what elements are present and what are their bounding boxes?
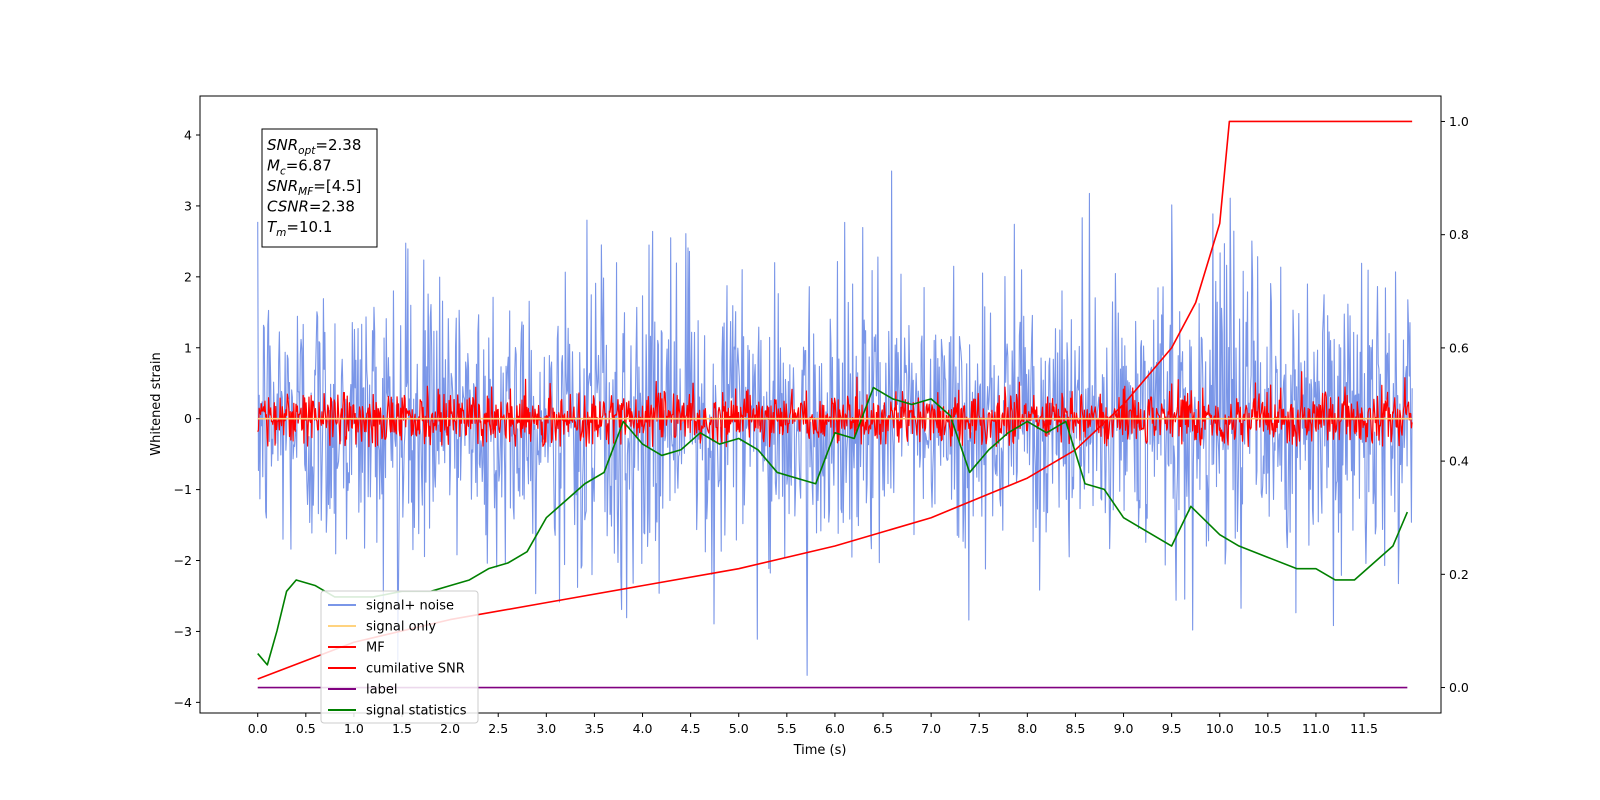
x-tick-label: 9.0 [1114,721,1134,736]
x-tick-label: 10.0 [1206,721,1234,736]
legend-frame [320,590,479,724]
legend-entry: label [366,683,397,698]
y-left-tick-label: 0 [184,411,192,426]
legend-entry: signal only [366,620,436,635]
legend-entry: signal statistics [366,704,467,719]
annotation-line: SNRMF=[4.5] [267,177,361,198]
y-left-tick-label: −4 [174,695,192,710]
y-right-tick-label: 1.0 [1449,114,1469,129]
x-tick-label: 2.5 [488,721,508,736]
legend: signal+ noise signal only MF cumilative SNR… [320,590,479,724]
annotation-line: Tm=10.1 [267,218,332,239]
y-left-tick-label: −1 [174,482,192,497]
y-right-tick-label: 0.2 [1449,567,1469,582]
x-tick-label: 5.5 [777,721,797,736]
x-tick-label: 0.5 [296,721,316,736]
y-left-tick-label: −2 [174,553,192,568]
x-tick-label: 7.5 [969,721,989,736]
x-tick-label: 9.5 [1162,721,1182,736]
annotation-line: CSNR=2.38 [267,198,355,216]
y-left-tick-label: 1 [184,340,192,355]
x-axis-label: Time (s) [793,743,847,758]
x-axis-ticks: 0.0 0.5 1.0 1.5 2.0 2.5 3.0 3.5 4.0 4.5 5.0 5.5 6.0 6… [248,713,1378,736]
x-tick-label: 1.0 [344,721,364,736]
x-tick-label: 3.5 [584,721,604,736]
annotation-frame [261,128,378,248]
x-tick-label: 1.5 [392,721,412,736]
x-tick-label: 11.5 [1350,721,1378,736]
x-tick-label: 8.0 [1017,721,1037,736]
legend-entry: cumilative SNR [366,662,465,677]
annotation-line: Mc=6.87 [267,157,332,178]
series-line-signal-noise [257,170,1413,676]
y-left-tick-label: 4 [184,128,192,143]
x-tick-label: 6.0 [825,721,845,736]
x-tick-label: 8.5 [1065,721,1085,736]
x-tick-label: 0.0 [248,721,268,736]
x-tick-label: 7.0 [921,721,941,736]
y-left-tick-label: −3 [174,624,192,639]
y-right-tick-label: 0.0 [1449,680,1469,695]
x-tick-label: 11.0 [1302,721,1330,736]
x-tick-label: 10.5 [1254,721,1282,736]
x-tick-label: 4.5 [681,721,701,736]
x-tick-label: 6.5 [873,721,893,736]
legend-entry: signal+ noise [366,599,454,614]
x-tick-label: 5.0 [729,721,749,736]
y-left-tick-label: 3 [184,198,192,213]
y-right-tick-label: 0.8 [1449,227,1469,242]
y-axis-label: Whitened strain [149,352,164,455]
y-axis-left-ticks: 4 3 2 1 0 −1 −2 −3 −4 [174,128,200,710]
series-line-mf [257,371,1413,448]
legend-entry: MF [366,641,385,656]
series-line-cumilative-snr [257,120,1413,680]
annotation-line: SNRopt=2.38 [267,136,361,157]
y-right-tick-label: 0.4 [1449,454,1469,469]
x-tick-label: 4.0 [633,721,653,736]
y-axis-right-ticks: 1.0 0.8 0.6 0.4 0.2 0.0 [1441,114,1469,695]
y-left-tick-label: 2 [184,269,192,284]
x-tick-label: 2.0 [440,721,460,736]
plot-frame [199,95,1442,714]
x-tick-label: 3.0 [536,721,556,736]
y-right-tick-label: 0.6 [1449,340,1469,355]
